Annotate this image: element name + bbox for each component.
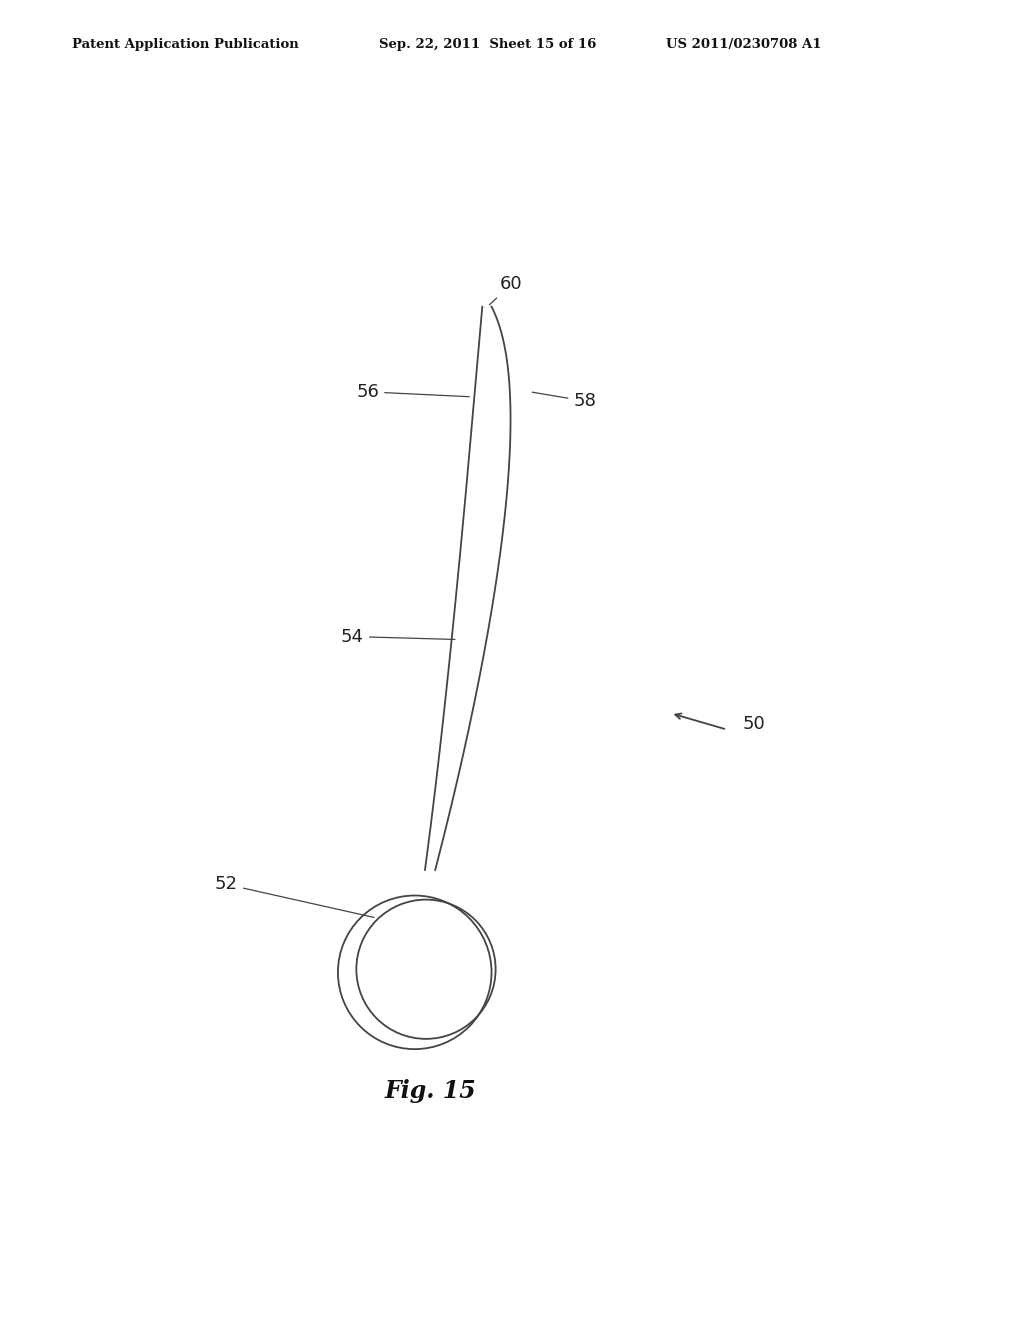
Text: 52: 52 — [215, 875, 374, 917]
Text: 54: 54 — [341, 627, 455, 645]
Text: 56: 56 — [356, 383, 469, 401]
Text: 50: 50 — [742, 714, 765, 733]
Text: Sep. 22, 2011  Sheet 15 of 16: Sep. 22, 2011 Sheet 15 of 16 — [379, 37, 596, 50]
Text: Fig. 15: Fig. 15 — [384, 1080, 476, 1104]
Text: 60: 60 — [489, 276, 522, 305]
Text: 58: 58 — [532, 392, 596, 411]
Text: US 2011/0230708 A1: US 2011/0230708 A1 — [666, 37, 821, 50]
Text: Patent Application Publication: Patent Application Publication — [72, 37, 298, 50]
